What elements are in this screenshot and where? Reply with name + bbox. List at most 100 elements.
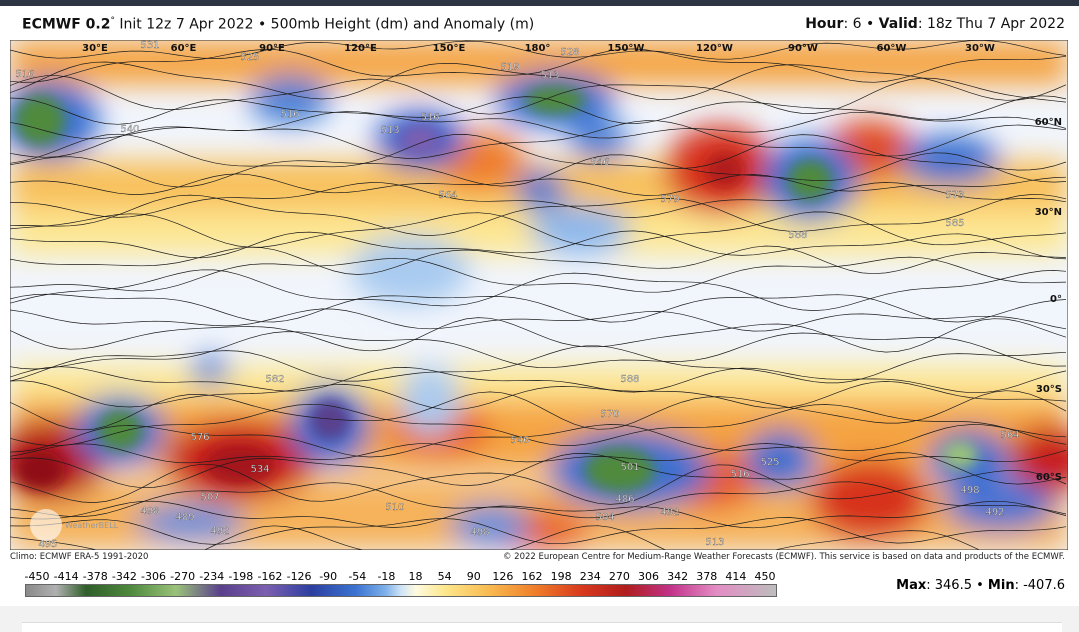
contour-label: 534 bbox=[250, 464, 269, 475]
contour-line bbox=[10, 48, 1067, 83]
contour-line bbox=[10, 61, 1067, 101]
colorbar-tick-label: -414 bbox=[53, 570, 79, 583]
title: ECMWF 0.2° Init 12z 7 Apr 2022 • 500mb H… bbox=[22, 16, 534, 33]
longitude-label: 150°W bbox=[608, 43, 645, 54]
longitude-labels: 30°E 60°E 90°E 120°E 150°E 180° 150°W 120°W 90°W… bbox=[82, 43, 995, 54]
contour-line bbox=[10, 256, 1067, 293]
contour-label: 516 bbox=[420, 112, 439, 123]
latitude-label: 0° bbox=[1050, 294, 1062, 305]
latitude-label: 30°N bbox=[1035, 207, 1062, 218]
colorbar-tick-label: 378 bbox=[696, 570, 718, 583]
contour-line bbox=[10, 517, 1067, 545]
colorbar-tick-label: -270 bbox=[170, 570, 196, 583]
contour-line bbox=[10, 331, 1067, 370]
contour-label: 516 bbox=[15, 69, 34, 80]
text-part: ECMWF 0.2 bbox=[22, 16, 111, 33]
colorbar-ticks: -450 -414 -378 -342 -306 -270 -234 -198 -162 -126… bbox=[24, 570, 777, 583]
contour-label: 486 bbox=[615, 494, 634, 505]
contour-label: 510 bbox=[385, 502, 404, 513]
contour-label: 498 bbox=[470, 527, 489, 538]
contour-line bbox=[10, 173, 1067, 196]
contour-line bbox=[10, 211, 1067, 248]
contour-line bbox=[10, 366, 1067, 394]
contour-line bbox=[10, 380, 1067, 411]
contour-line bbox=[10, 245, 1067, 275]
contour-label: 516 bbox=[280, 109, 299, 120]
colorbar-tick-label: 162 bbox=[521, 570, 543, 583]
contour-label: 582 bbox=[265, 374, 284, 385]
longitude-label: 30°E bbox=[82, 43, 108, 54]
longitude-label: 180° bbox=[525, 43, 551, 54]
contour-label: 525 bbox=[760, 457, 779, 468]
latitude-labels: 60°N 30°N 0° 30°S 60°S bbox=[1035, 117, 1062, 483]
colorbar-tick-label: -450 bbox=[24, 570, 50, 583]
colorbar-tick-label: -306 bbox=[140, 570, 166, 583]
contour-label: 489 bbox=[175, 512, 194, 523]
colorbar-tick-label: 126 bbox=[492, 570, 514, 583]
contour-label: 564 bbox=[1000, 430, 1019, 441]
contour-line bbox=[10, 345, 1067, 384]
contour-label: 498 bbox=[960, 485, 979, 496]
contour-line bbox=[10, 500, 1067, 529]
colorbar-tick-label: -162 bbox=[257, 570, 283, 583]
colorbar-tick-label: 90 bbox=[466, 570, 481, 583]
contour-label: 504 bbox=[595, 512, 614, 523]
latitude-label: 60°N bbox=[1035, 117, 1062, 128]
contour-line bbox=[10, 481, 1067, 519]
contour-line bbox=[10, 293, 1067, 323]
colorbar-tick-label: -234 bbox=[199, 570, 225, 583]
contour-label: 513 bbox=[540, 70, 559, 81]
contour-line bbox=[10, 525, 981, 550]
colorbar-tick-label: 306 bbox=[638, 570, 660, 583]
watermark: WeatherBELL bbox=[65, 521, 119, 530]
contour-label: 525 bbox=[240, 52, 259, 63]
watermark-logo bbox=[30, 509, 62, 541]
contour-line bbox=[10, 120, 1067, 159]
contour-line bbox=[10, 443, 1067, 464]
contour-label: 585 bbox=[945, 218, 964, 229]
contour-label: 492 bbox=[660, 507, 679, 518]
colorbar-tick-label: -18 bbox=[377, 570, 396, 583]
contour-label: 492 bbox=[210, 526, 229, 537]
top-bar bbox=[0, 0, 1079, 6]
longitude-label: 90°W bbox=[788, 43, 818, 54]
contour-line bbox=[10, 269, 1067, 311]
latitude-label: 30°S bbox=[1036, 384, 1062, 395]
valid-time: Hour: 6 • Valid: 18z Thu 7 Apr 2022 bbox=[805, 16, 1065, 32]
contour-line bbox=[10, 463, 1067, 505]
contour-line bbox=[10, 452, 1067, 489]
contour-line bbox=[10, 95, 1067, 125]
climo-note: Climo: ECMWF ERA-5 1991-2020 bbox=[10, 552, 149, 562]
contour-label: 513 bbox=[380, 125, 399, 136]
bottom-strip bbox=[22, 622, 1062, 632]
text-part: Min bbox=[987, 578, 1015, 593]
contour-line bbox=[10, 133, 1067, 171]
text-part: : 18z Thu 7 Apr 2022 bbox=[917, 16, 1065, 32]
longitude-label: 30°W bbox=[965, 43, 995, 54]
contour-line bbox=[10, 317, 1067, 353]
text-part: Hour bbox=[805, 16, 844, 32]
colorbar-tick-label: -342 bbox=[111, 570, 137, 583]
contour-label: 576 bbox=[190, 432, 209, 443]
colorbar-tick-label: 342 bbox=[667, 570, 689, 583]
contour-label: 516 bbox=[730, 469, 749, 480]
longitude-label: 60°W bbox=[877, 43, 907, 54]
contour-line bbox=[10, 194, 1067, 236]
contour-label: 540 bbox=[120, 124, 139, 135]
longitude-label: 120°E bbox=[344, 43, 377, 54]
map: 516 519 513 528 531 525 516 513 516 546 564 540 573 5… bbox=[10, 40, 1068, 550]
contour-label: 498 bbox=[140, 506, 159, 517]
text-part: Init 12z 7 Apr 2022 • 500mb Height (dm) … bbox=[114, 16, 535, 33]
text-part: Valid bbox=[878, 16, 918, 32]
contour-label: 588 bbox=[620, 374, 639, 385]
stats: Max: 346.5 • Min: -407.6 bbox=[896, 578, 1065, 593]
colorbar-tick-label: 270 bbox=[608, 570, 630, 583]
colorbar-tick-label: -54 bbox=[348, 570, 367, 583]
contour-label: 573 bbox=[945, 190, 964, 201]
colorbar-tick-label: 234 bbox=[579, 570, 601, 583]
contour-label: 564 bbox=[438, 190, 457, 201]
text-part: : -407.6 bbox=[1014, 578, 1065, 593]
longitude-label: 120°W bbox=[696, 43, 733, 54]
contour-label: 492 bbox=[985, 507, 1004, 518]
